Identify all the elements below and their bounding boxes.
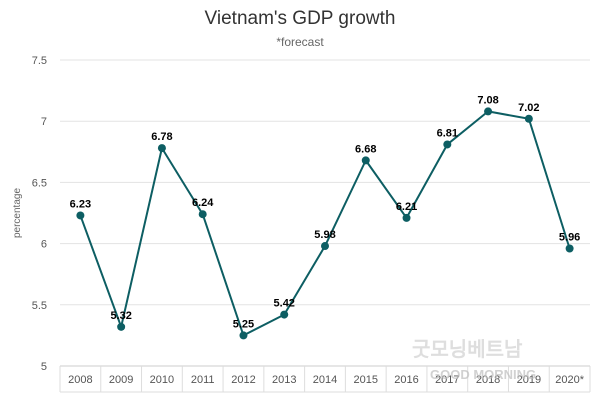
x-tick-label: 2019 xyxy=(517,374,541,386)
x-tick-label: 2009 xyxy=(109,374,133,386)
data-labels: 6.23 5.32 6.78 6.24 5.25 5.42 5.98 6.68 6.21 6.81… xyxy=(70,94,581,330)
y-axis-label: percentage xyxy=(12,188,23,238)
watermark-korean: 굿모닝베트남 xyxy=(412,338,523,361)
grid-lines xyxy=(60,59,590,306)
y-tick-label: 5.5 xyxy=(32,300,47,312)
y-tick-label: 5 xyxy=(41,361,47,373)
data-label: 5.32 xyxy=(110,310,131,322)
y-tick-label: 7 xyxy=(41,116,47,128)
x-axis-cells xyxy=(59,365,591,393)
x-tick-label: 2013 xyxy=(272,374,296,386)
data-point xyxy=(524,114,533,123)
x-tick-label: 2016 xyxy=(394,374,418,386)
data-label: 7.02 xyxy=(518,102,539,114)
data-label: 5.96 xyxy=(559,231,580,243)
series-gdp-growth xyxy=(79,110,571,337)
data-label: 6.24 xyxy=(192,197,214,209)
data-point xyxy=(157,144,166,153)
data-point xyxy=(76,211,85,220)
data-point xyxy=(280,310,289,319)
x-tick-label: 2015 xyxy=(354,374,378,386)
chart-subtitle: *forecast xyxy=(276,35,324,49)
data-point xyxy=(565,244,574,253)
x-tick-label: 2012 xyxy=(231,374,255,386)
data-point xyxy=(484,107,493,116)
data-label: 6.21 xyxy=(396,201,417,213)
y-tick-label: 6.5 xyxy=(32,177,47,189)
chart-title: Vietnam's GDP growth xyxy=(205,8,396,29)
data-label: 5.42 xyxy=(274,298,295,310)
data-point xyxy=(239,331,248,340)
data-label: 5.25 xyxy=(233,318,254,330)
x-tick-labels: 2008 2009 2010 2011 2012 2013 2014 2015 2016 2017… xyxy=(68,374,585,386)
data-label: 6.78 xyxy=(151,131,172,143)
x-tick-label: 2020* xyxy=(555,374,584,386)
data-label: 6.68 xyxy=(355,143,376,155)
data-point xyxy=(117,322,126,331)
x-tick-label: 2008 xyxy=(68,374,92,386)
data-label: 6.23 xyxy=(70,198,91,210)
y-tick-label: 7.5 xyxy=(32,55,47,67)
x-tick-label: 2010 xyxy=(150,374,174,386)
x-tick-label: 2017 xyxy=(435,374,459,386)
y-tick-label: 6 xyxy=(41,239,47,251)
data-point xyxy=(198,210,207,219)
x-tick-label: 2018 xyxy=(476,374,500,386)
data-points xyxy=(76,107,574,340)
watermark: 굿모닝베트남 GOOD MORNING xyxy=(412,338,536,382)
x-tick-label: 2011 xyxy=(191,374,215,386)
data-label: 5.98 xyxy=(314,229,335,241)
x-tick-label: 2014 xyxy=(313,374,337,386)
data-point xyxy=(321,242,329,251)
data-label: 7.08 xyxy=(477,94,498,106)
data-point xyxy=(402,213,411,222)
data-point xyxy=(361,156,370,165)
data-label: 6.81 xyxy=(437,127,458,139)
data-point xyxy=(443,140,452,149)
series-line xyxy=(79,110,571,337)
y-tick-labels: 5 5.5 6 6.5 7 7.5 xyxy=(32,55,47,373)
watermark-english: GOOD MORNING xyxy=(430,367,536,382)
